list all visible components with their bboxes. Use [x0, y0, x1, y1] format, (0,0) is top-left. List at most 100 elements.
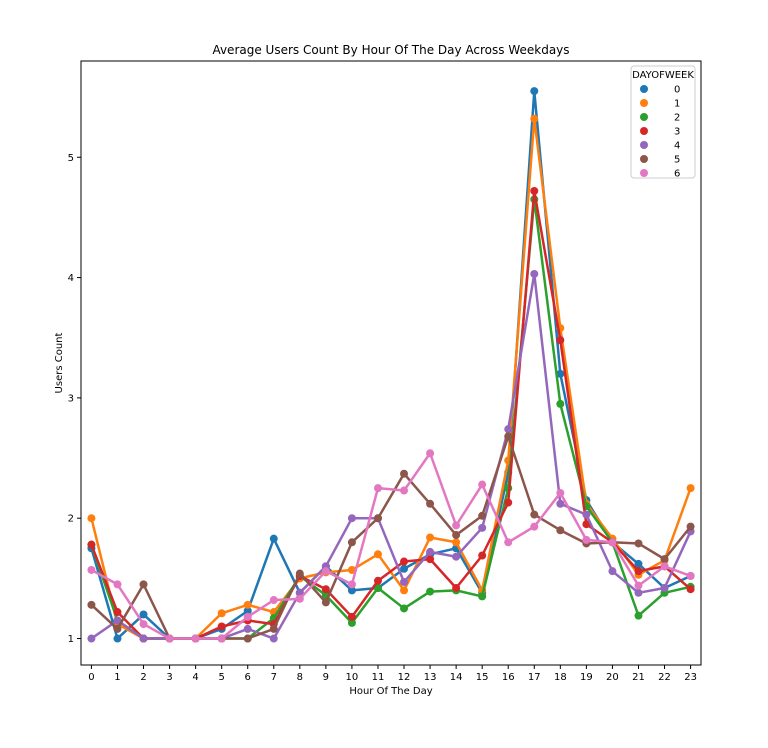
series-2	[87, 195, 695, 643]
data-point	[113, 608, 122, 617]
x-tick-label: 0	[88, 672, 94, 683]
x-tick-label: 17	[528, 672, 541, 683]
y-tick-label: 5	[68, 153, 74, 164]
data-point	[530, 522, 539, 531]
x-tick-label: 22	[658, 672, 671, 683]
data-point	[191, 634, 200, 643]
data-point	[217, 609, 226, 618]
data-point	[426, 547, 435, 556]
data-point	[139, 634, 148, 643]
data-point	[243, 634, 252, 643]
x-tick-label: 12	[398, 672, 411, 683]
x-tick-label: 4	[192, 672, 198, 683]
data-point	[686, 585, 695, 594]
data-point	[347, 612, 356, 621]
x-tick-label: 8	[297, 672, 303, 683]
legend-marker	[640, 127, 648, 135]
data-point	[504, 425, 513, 434]
data-point	[478, 523, 487, 532]
data-point	[530, 269, 539, 278]
data-point	[347, 580, 356, 589]
x-tick-label: 19	[580, 672, 593, 683]
data-point	[504, 538, 513, 547]
data-point	[139, 580, 148, 589]
data-point	[582, 510, 591, 519]
series-line	[90, 117, 692, 640]
data-point	[556, 369, 565, 378]
x-tick-label: 6	[245, 672, 251, 683]
data-point	[608, 567, 617, 576]
data-point	[478, 480, 487, 489]
data-point	[269, 634, 278, 643]
x-tick-label: 10	[346, 672, 359, 683]
data-point	[87, 565, 96, 574]
data-point	[139, 610, 148, 619]
x-axis-label: Hour Of The Day	[349, 686, 432, 697]
legend-label: 5	[674, 155, 680, 166]
data-point	[634, 539, 643, 548]
data-point	[634, 588, 643, 597]
data-point	[400, 604, 409, 613]
legend-label: 2	[674, 113, 680, 124]
data-point	[634, 581, 643, 590]
legend-label: 6	[674, 169, 680, 180]
data-point	[269, 596, 278, 605]
data-point	[243, 600, 252, 609]
x-tick-label: 16	[502, 672, 515, 683]
series-line	[90, 189, 692, 640]
data-point	[269, 624, 278, 633]
x-tick-label: 14	[450, 672, 463, 683]
series-6	[87, 449, 695, 643]
y-axis-label: Users Count	[54, 332, 65, 393]
data-point	[217, 622, 226, 631]
data-point	[113, 624, 122, 633]
series-1	[87, 114, 695, 643]
data-point	[373, 514, 382, 523]
data-point	[660, 583, 669, 592]
data-point	[478, 511, 487, 520]
data-point	[400, 469, 409, 478]
legend-label: 3	[674, 127, 680, 138]
x-tick-label: 20	[606, 672, 619, 683]
data-point	[504, 498, 513, 507]
data-point	[373, 550, 382, 559]
data-point	[165, 634, 174, 643]
data-point	[217, 634, 226, 643]
legend-title: DAYOFWEEK	[632, 70, 694, 81]
data-point	[347, 538, 356, 547]
x-tick-label: 18	[554, 672, 567, 683]
data-point	[426, 587, 435, 596]
data-point	[347, 514, 356, 523]
data-point	[295, 588, 304, 597]
data-point	[87, 600, 96, 609]
data-point	[426, 555, 435, 564]
legend-label: 1	[674, 99, 680, 110]
data-point	[347, 565, 356, 574]
data-point	[400, 486, 409, 495]
data-point	[504, 432, 513, 441]
legend-box	[630, 65, 696, 179]
data-point	[321, 585, 330, 594]
data-point	[634, 567, 643, 576]
x-axis: 0 1 2 3 4 5 6 7 8 9 10 11 12 13 14 15 16 17 18 19 20 21 22 23	[88, 665, 697, 683]
legend-marker	[640, 169, 648, 177]
data-point	[139, 620, 148, 629]
data-point	[452, 531, 461, 540]
data-point	[400, 577, 409, 586]
x-tick-label: 23	[684, 672, 697, 683]
data-point	[686, 484, 695, 493]
data-point	[452, 552, 461, 561]
legend-marker	[640, 85, 648, 93]
data-point	[400, 586, 409, 595]
series-line	[90, 435, 692, 640]
data-point	[530, 510, 539, 519]
legend-label: 0	[674, 85, 680, 96]
series-4	[87, 269, 695, 643]
series-line	[90, 89, 692, 640]
legend-label: 4	[674, 141, 680, 152]
data-point	[634, 611, 643, 620]
data-point	[634, 559, 643, 568]
plot-area-frame	[80, 60, 702, 666]
data-point	[400, 564, 409, 573]
